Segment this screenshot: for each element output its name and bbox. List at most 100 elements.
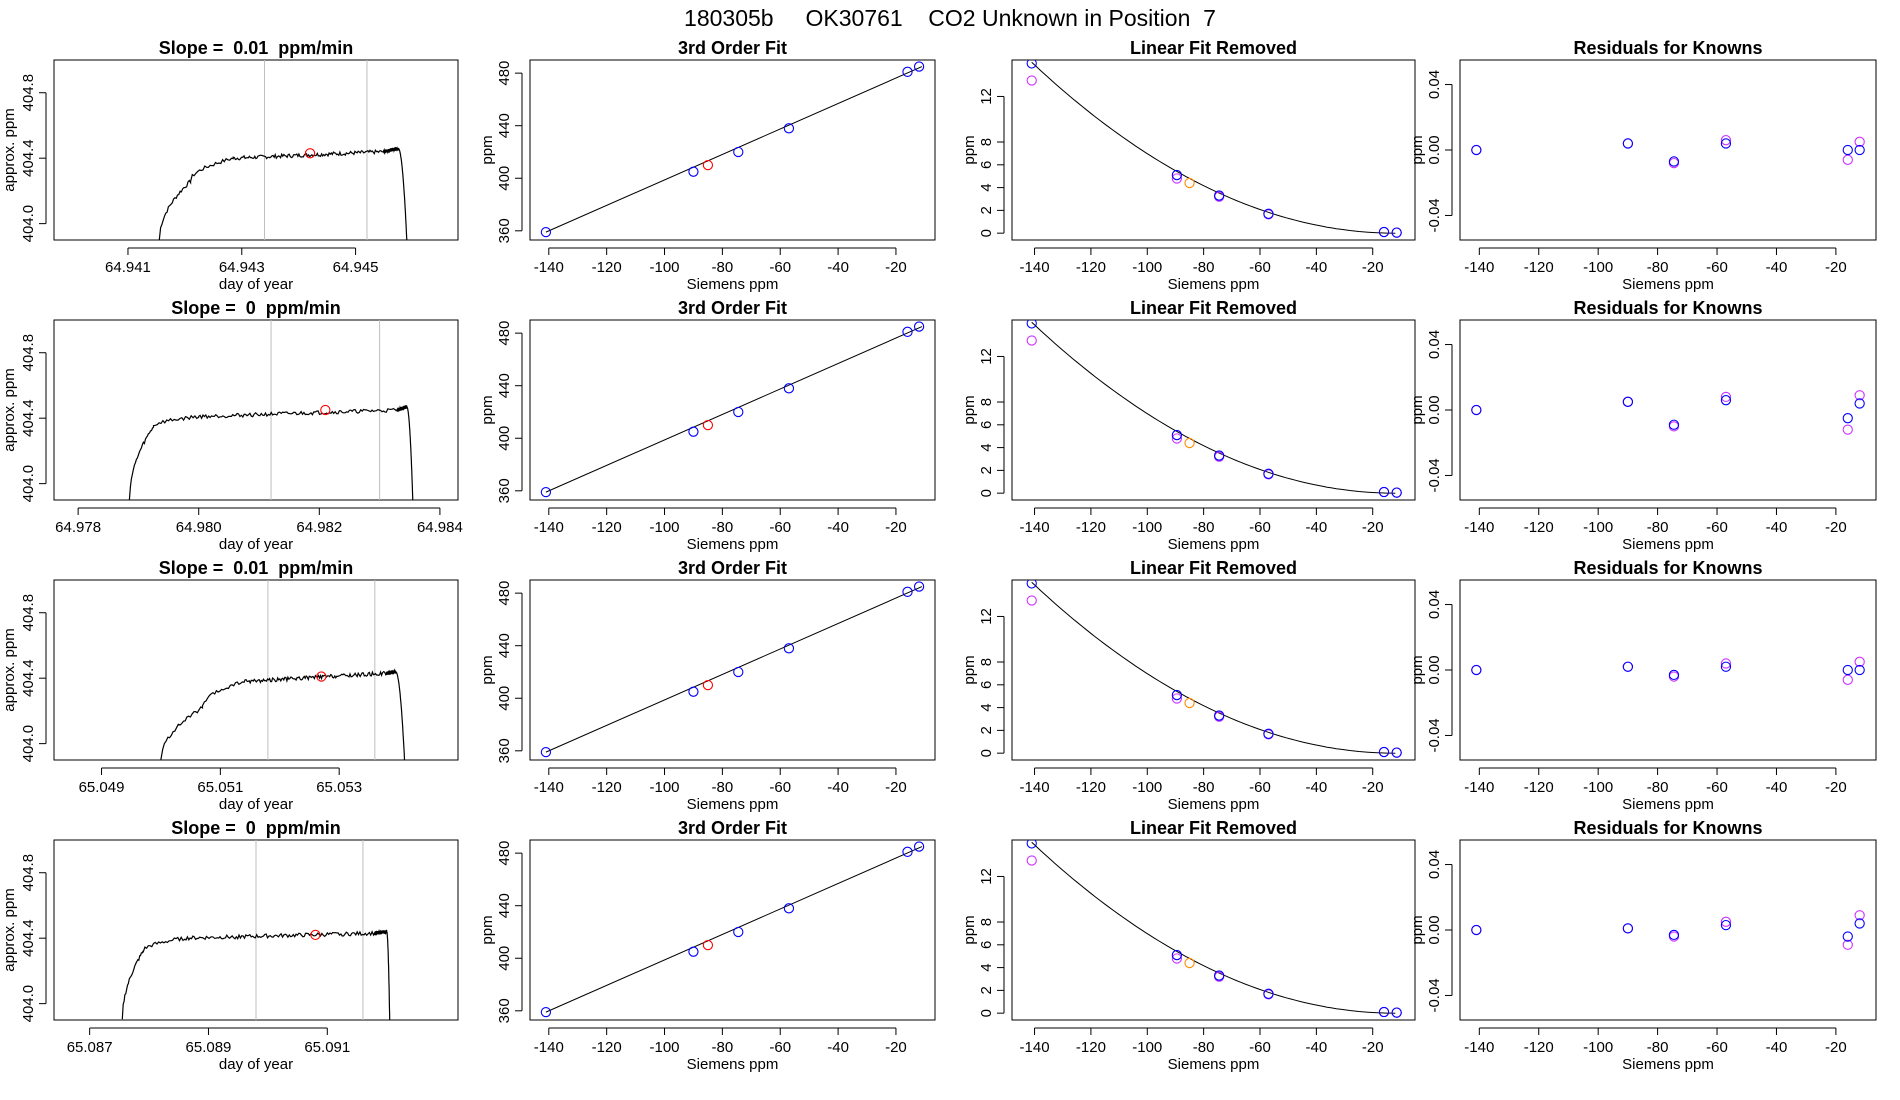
known-point	[902, 326, 913, 337]
plot-area	[160, 580, 406, 760]
known-point	[1026, 320, 1037, 329]
x-tick-label: 65.049	[79, 779, 125, 796]
x-tick-label: -80	[712, 1039, 734, 1056]
unknown-point	[702, 159, 714, 171]
concentration-trace	[128, 405, 414, 500]
x-tick-label: -80	[1647, 259, 1669, 276]
plot-frame	[53, 59, 459, 241]
plot-area	[540, 61, 925, 238]
x-tick-label: -60	[1706, 779, 1728, 796]
y-tick-label: 480	[496, 61, 513, 86]
y-tick-label: 400	[496, 166, 513, 191]
x-axis-label: Siemens ppm	[1622, 536, 1714, 553]
y-tick-label: 440	[496, 893, 513, 918]
known-point	[1171, 949, 1183, 961]
known-point	[1720, 395, 1732, 406]
known-point-secondary	[1171, 953, 1183, 964]
y-axis-label: ppm	[1409, 655, 1426, 684]
panel-title: Linear Fit Removed	[1130, 818, 1297, 838]
plot-area	[1026, 840, 1402, 1018]
known-point	[902, 66, 913, 77]
plot-area	[1471, 656, 1865, 685]
x-tick-label: 64.982	[296, 519, 342, 536]
known-point	[1378, 226, 1390, 238]
x-tick-label: -40	[827, 779, 849, 796]
known-point	[688, 426, 699, 437]
known-point	[1263, 988, 1274, 999]
y-axis-label: ppm	[961, 395, 978, 424]
panel-title: Slope = 0.01 ppm/min	[159, 558, 354, 578]
y-axis-label: ppm	[479, 395, 496, 424]
x-tick-label: -20	[1825, 779, 1847, 796]
y-tick-label: 404.8	[20, 334, 37, 372]
plot-frame	[529, 839, 936, 1021]
y-tick-label: 400	[496, 946, 513, 971]
x-tick-label: 65.091	[304, 1039, 350, 1056]
panel-r4-c4: Residuals for Knowns -140 -120 -100 -80 -60 -4…	[1409, 818, 1877, 1073]
plot-area	[540, 841, 925, 1018]
x-axis-label: Siemens ppm	[1622, 796, 1714, 813]
known-point-secondary	[1026, 75, 1037, 86]
y-tick-label: 6	[978, 941, 995, 949]
x-tick-label: -40	[1766, 259, 1788, 276]
x-axis-label: day of year	[219, 796, 293, 813]
known-point-secondary	[1171, 693, 1183, 704]
known-point-secondary	[1720, 658, 1732, 669]
y-tick-label: 4	[978, 963, 995, 971]
panel-title: 3rd Order Fit	[678, 558, 787, 578]
known-point	[1171, 689, 1183, 701]
x-tick-label: 65.089	[186, 1039, 232, 1056]
x-tick-label: -140	[534, 1039, 564, 1056]
x-tick-label: -80	[712, 779, 734, 796]
unknown-point	[1184, 957, 1195, 969]
x-tick-label: -40	[1766, 519, 1788, 536]
known-point-secondary	[1720, 391, 1732, 403]
fit-curve	[1031, 61, 1396, 234]
x-tick-label: -100	[1583, 779, 1613, 796]
known-point	[913, 321, 925, 332]
x-axis-label: Siemens ppm	[687, 276, 779, 293]
y-tick-label: 404.4	[20, 139, 37, 177]
y-tick-label: 404.8	[20, 74, 37, 112]
x-tick-label: -120	[592, 1039, 622, 1056]
y-tick-label: 360	[496, 998, 513, 1023]
x-tick-label: -60	[1249, 259, 1271, 276]
known-point	[783, 383, 795, 394]
concentration-trace	[121, 928, 391, 1020]
y-tick-label: 0	[978, 229, 995, 237]
y-tick-label: 480	[496, 581, 513, 606]
x-tick-label: -80	[1647, 1039, 1669, 1056]
y-axis-label: approx. ppm	[1, 628, 18, 711]
x-axis-label: Siemens ppm	[1622, 1056, 1714, 1073]
known-point	[540, 226, 552, 238]
x-tick-label: -100	[1583, 259, 1613, 276]
plot-frame	[1011, 839, 1416, 1021]
known-point-secondary	[1854, 390, 1865, 401]
x-tick-label: 64.945	[333, 259, 379, 276]
known-point	[913, 841, 925, 852]
known-point-secondary	[1854, 136, 1865, 147]
panel-r3-c3: Linear Fit Removed -140 -120 -100 -80 -60 -40 -…	[961, 558, 1416, 813]
panel-title: Slope = 0 ppm/min	[171, 818, 341, 838]
plot-area	[1026, 60, 1402, 238]
known-point-secondary	[1720, 135, 1732, 146]
known-point	[733, 406, 744, 418]
known-point-secondary	[1854, 910, 1865, 921]
y-tick-label: 6	[978, 421, 995, 429]
x-axis-label: Siemens ppm	[1168, 276, 1260, 293]
mean-marker	[316, 671, 327, 682]
y-tick-label: 404.4	[20, 659, 37, 697]
x-tick-label: -40	[1766, 779, 1788, 796]
x-tick-label: -20	[885, 519, 907, 536]
x-tick-label: -140	[534, 519, 564, 536]
known-point	[1378, 746, 1390, 758]
x-tick-label: 64.943	[219, 259, 265, 276]
x-tick-label: -100	[1132, 259, 1162, 276]
y-tick-label: 480	[496, 841, 513, 866]
x-tick-label: -140	[1020, 519, 1050, 536]
known-point	[1854, 918, 1865, 929]
x-tick-label: -140	[1464, 1039, 1494, 1056]
y-axis-label: approx. ppm	[1, 368, 18, 451]
panel-r2-c2: 3rd Order Fit -140 -120 -100 -80 -60 -40 -20 Sie…	[479, 298, 936, 553]
plot-area	[121, 840, 391, 1020]
